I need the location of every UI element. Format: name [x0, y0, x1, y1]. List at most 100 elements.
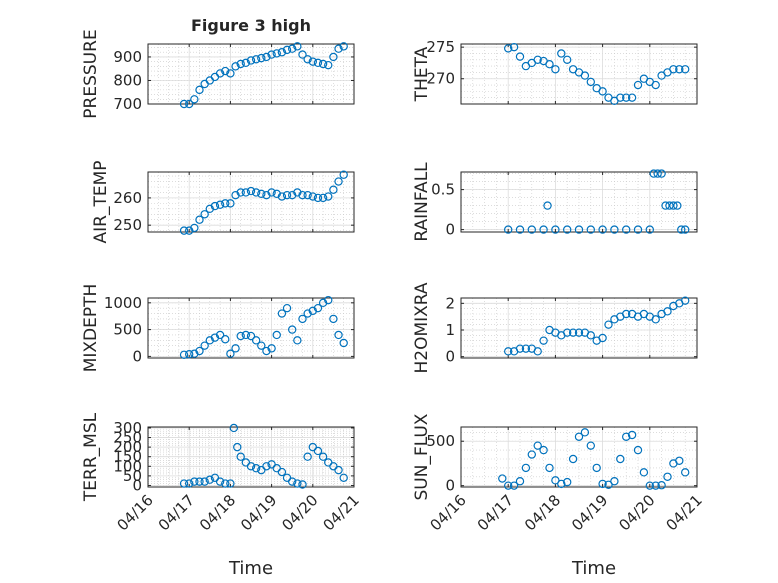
- data-point-marker: [303, 190, 312, 200]
- data-point-marker: [329, 52, 338, 62]
- data-point-marker: [586, 441, 596, 450]
- axes-box: [460, 171, 698, 233]
- data-point-marker: [262, 462, 271, 471]
- xlabel-left: Time: [228, 558, 273, 579]
- data-point-marker: [226, 69, 235, 78]
- data-point-marker: [210, 201, 220, 211]
- data-point-marker: [257, 53, 266, 63]
- data-point-marker: [318, 298, 328, 308]
- data-point-marker: [563, 328, 572, 337]
- axes-box: [460, 43, 698, 105]
- data-point-marker: [267, 188, 276, 197]
- data-point-marker: [282, 303, 292, 313]
- data-point-marker: [236, 188, 245, 197]
- data-point-marker: [184, 350, 194, 359]
- y-tick-label: 800: [113, 71, 142, 89]
- y-axis-label: MIXDEPTH: [81, 284, 101, 373]
- data-point-marker: [515, 477, 525, 486]
- data-point-marker: [604, 480, 613, 489]
- data-point-marker: [246, 56, 256, 65]
- y-tick-label: 1000: [104, 294, 142, 312]
- data-point-marker: [339, 473, 348, 482]
- data-point-marker: [504, 225, 513, 234]
- data-point-marker: [215, 200, 225, 209]
- data-point-marker: [229, 423, 239, 433]
- axes-box: [147, 171, 355, 233]
- data-point-marker: [329, 314, 338, 324]
- data-point-marker: [246, 462, 256, 471]
- axes-box: [460, 426, 698, 488]
- data-point-marker: [563, 225, 572, 234]
- data-point-marker: [633, 80, 643, 90]
- data-point-marker: [633, 225, 643, 234]
- data-point-marker: [574, 328, 584, 337]
- data-point-marker: [598, 87, 607, 96]
- data-point-marker: [521, 463, 531, 473]
- data-point-marker: [669, 65, 678, 74]
- data-point-marker: [515, 225, 525, 234]
- data-point-marker: [251, 464, 261, 473]
- data-point-marker: [190, 95, 199, 104]
- data-point-marker: [231, 344, 240, 353]
- data-point-marker: [557, 49, 566, 58]
- data-point-marker: [622, 309, 631, 319]
- data-point-marker: [184, 99, 194, 109]
- data-point-marker: [262, 346, 271, 356]
- data-point-marker: [179, 226, 189, 235]
- data-point-marker: [339, 338, 348, 348]
- data-point-marker: [504, 44, 513, 53]
- data-point-marker: [509, 481, 519, 490]
- data-point-marker: [241, 58, 251, 68]
- axes-box: [147, 43, 355, 105]
- y-tick-label: 0: [132, 476, 142, 494]
- data-point-marker: [653, 169, 662, 178]
- data-point-marker: [190, 349, 199, 358]
- data-point-marker: [241, 188, 251, 197]
- data-point-marker: [521, 344, 531, 353]
- data-point-marker: [288, 44, 297, 53]
- data-point-marker: [221, 66, 230, 76]
- subplot-h2omixra: 0 1 2 H2OMIXRA: [412, 282, 698, 374]
- y-axis-label: THETA: [412, 46, 432, 102]
- data-point-marker: [195, 215, 204, 224]
- y-tick-label: 260: [113, 189, 142, 207]
- data-point-marker: [190, 477, 199, 486]
- data-point-marker: [669, 201, 678, 210]
- y-axis-label: TERR_MSL: [81, 412, 101, 502]
- data-point-marker: [293, 336, 302, 345]
- data-point-marker: [318, 452, 328, 461]
- data-point-marker: [651, 80, 660, 90]
- data-point-marker: [580, 71, 590, 80]
- data-point-marker: [515, 52, 525, 61]
- y-tick-label: 1: [445, 321, 455, 339]
- data-point-marker: [604, 320, 613, 329]
- data-point-marker: [318, 59, 328, 69]
- figure-title: Figure 3 high: [191, 16, 311, 35]
- data-point-marker: [334, 465, 343, 475]
- data-point-marker: [681, 225, 690, 234]
- data-point-marker: [651, 315, 660, 324]
- y-tick-label: 150: [113, 448, 142, 466]
- data-point-marker: [313, 193, 323, 203]
- y-tick-label: 500: [426, 432, 455, 450]
- data-point-marker: [308, 306, 317, 316]
- y-axis-label: RAINFALL: [412, 162, 432, 242]
- data-point-marker: [195, 477, 204, 486]
- data-point-marker: [675, 65, 684, 74]
- y-tick-label: 200: [113, 438, 142, 456]
- data-point-marker: [257, 189, 266, 199]
- data-point-marker: [308, 192, 317, 201]
- data-point-marker: [215, 477, 225, 486]
- data-point-marker: [324, 295, 333, 305]
- data-point-marker: [226, 199, 235, 208]
- data-point-marker: [293, 479, 302, 488]
- data-point-marker: [288, 477, 297, 486]
- data-point-marker: [545, 60, 554, 69]
- data-point-marker: [533, 347, 542, 356]
- data-point-marker: [251, 336, 261, 345]
- data-point-marker: [657, 481, 666, 490]
- data-point-marker: [574, 225, 584, 234]
